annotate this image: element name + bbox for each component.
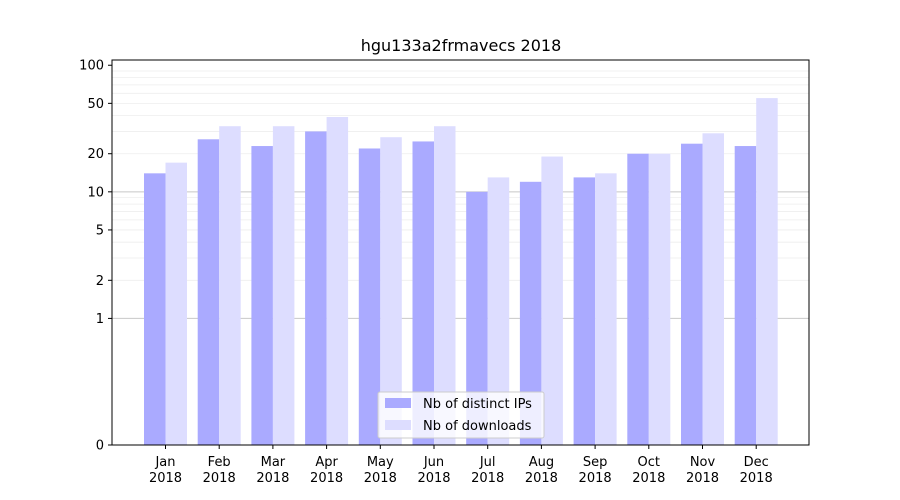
- legend-swatch-downloads: [385, 420, 411, 430]
- legend: Nb of distinct IPs Nb of downloads: [377, 391, 545, 439]
- x-tick-label-month: Dec: [744, 455, 769, 470]
- y-tick-label: 20: [87, 147, 104, 162]
- x-tick-label-year: 2018: [471, 471, 504, 486]
- bar-downloads-nov: [702, 133, 724, 445]
- legend-label-distinct-ips: Nb of distinct IPs: [423, 397, 532, 412]
- bar-downloads-oct: [648, 153, 671, 446]
- x-tick-label-month: Jul: [479, 455, 496, 470]
- y-axis: 0 1 2 5 10 20 50 100: [79, 59, 112, 454]
- bar-distinct-ips-jun: [412, 141, 434, 445]
- y-tick-label: 100: [79, 59, 104, 74]
- bar-distinct-ips-jan: [144, 173, 166, 445]
- bar-distinct-ips-apr: [305, 131, 327, 445]
- x-tick-label-month: Mar: [261, 455, 286, 470]
- x-tick-label-year: 2018: [525, 471, 558, 486]
- x-axis: Jan2018Feb2018Mar2018Apr2018May2018Jun20…: [149, 445, 773, 486]
- x-tick-label-month: Sep: [583, 455, 608, 470]
- x-tick-label-year: 2018: [364, 471, 397, 486]
- y-tick-label: 50: [87, 97, 104, 112]
- x-tick-label-month: Feb: [208, 455, 231, 470]
- legend-swatch-distinct-ips: [385, 398, 411, 408]
- chart-title: hgu133a2frmavecs 2018: [361, 36, 562, 55]
- x-tick-label-month: Oct: [638, 455, 660, 470]
- bar-distinct-ips-sep: [573, 177, 596, 446]
- x-tick-label-month: Jun: [423, 455, 444, 470]
- x-tick-label-year: 2018: [686, 471, 719, 486]
- bar-downloads-dec: [756, 98, 778, 445]
- bar-downloads-jul: [487, 177, 510, 446]
- plot-frame: [111, 59, 810, 446]
- bar-downloads-jun: [434, 126, 456, 446]
- bars: [144, 98, 778, 446]
- x-tick-label-year: 2018: [740, 471, 773, 486]
- bar-distinct-ips-nov: [681, 143, 703, 445]
- y-tick-label: 10: [87, 185, 104, 200]
- x-tick-label-month: Aug: [529, 455, 554, 470]
- bar-downloads-jan: [165, 162, 187, 445]
- x-tick-label-year: 2018: [203, 471, 236, 486]
- bar-distinct-ips-may: [358, 148, 381, 445]
- x-tick-label-year: 2018: [256, 471, 289, 486]
- bar-downloads-may: [380, 137, 402, 446]
- bar-distinct-ips-mar: [251, 146, 273, 445]
- bar-distinct-ips-feb: [197, 139, 220, 445]
- bar-downloads-aug: [541, 156, 563, 446]
- legend-box: [377, 391, 545, 439]
- y-tick-label: 5: [96, 223, 104, 238]
- bar-downloads-mar: [272, 126, 295, 446]
- x-tick-label-year: 2018: [417, 471, 450, 486]
- plot-area: [111, 59, 810, 446]
- x-tick-label-month: May: [367, 455, 394, 470]
- bar-distinct-ips-aug: [519, 181, 542, 445]
- bar-downloads-sep: [595, 173, 617, 445]
- x-tick-label-year: 2018: [632, 471, 665, 486]
- legend-label-downloads: Nb of downloads: [423, 419, 532, 434]
- x-tick-label-month: Nov: [690, 455, 716, 470]
- bar-distinct-ips-jul: [466, 191, 488, 445]
- x-tick-label-year: 2018: [310, 471, 343, 486]
- bar-downloads-apr: [326, 117, 349, 446]
- bar-downloads-feb: [219, 126, 241, 446]
- y-tick-label: 1: [96, 312, 104, 327]
- y-tick-label: 2: [96, 274, 104, 289]
- bar-distinct-ips-oct: [627, 153, 649, 446]
- y-tick-label: 0: [96, 439, 104, 454]
- x-tick-label-month: Apr: [315, 455, 338, 470]
- x-tick-label-year: 2018: [149, 471, 182, 486]
- x-tick-label-year: 2018: [579, 471, 612, 486]
- bar-distinct-ips-dec: [734, 146, 757, 445]
- x-tick-label-month: Jan: [154, 455, 175, 470]
